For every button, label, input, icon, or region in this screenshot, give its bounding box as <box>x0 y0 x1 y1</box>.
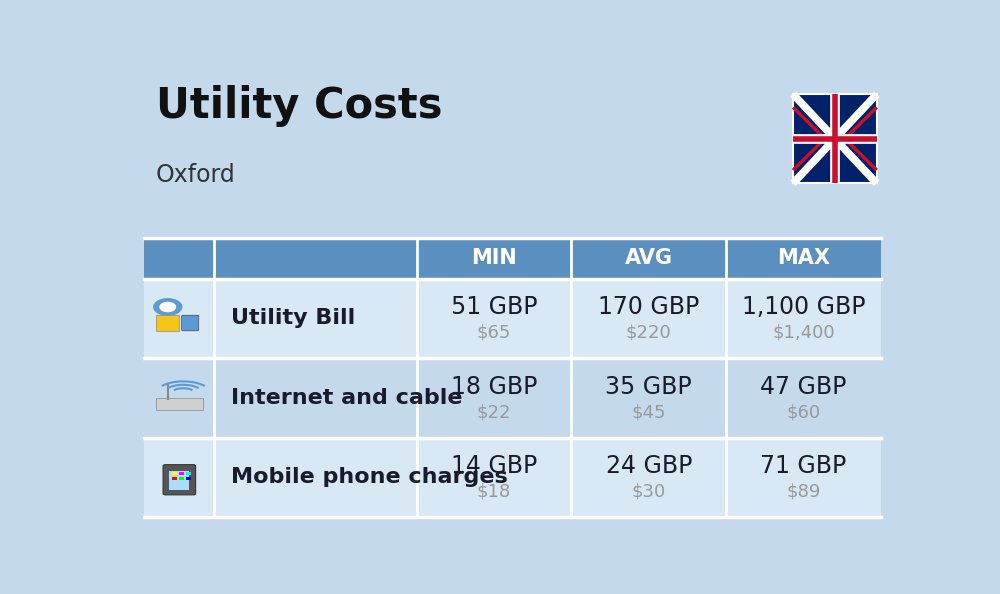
Text: 71 GBP: 71 GBP <box>760 454 846 478</box>
Text: 24 GBP: 24 GBP <box>606 454 692 478</box>
Bar <box>179 472 184 475</box>
FancyBboxPatch shape <box>182 315 199 331</box>
Text: $18: $18 <box>477 483 511 501</box>
Text: $30: $30 <box>632 483 666 501</box>
Bar <box>179 476 184 480</box>
Text: AVG: AVG <box>625 248 673 268</box>
Text: 14 GBP: 14 GBP <box>451 454 537 478</box>
Text: 18 GBP: 18 GBP <box>451 375 537 399</box>
Bar <box>172 472 177 475</box>
Circle shape <box>160 302 175 312</box>
Text: 35 GBP: 35 GBP <box>605 375 692 399</box>
Text: Internet and cable: Internet and cable <box>231 388 462 408</box>
Text: $22: $22 <box>477 403 511 421</box>
Text: MIN: MIN <box>471 248 517 268</box>
Circle shape <box>154 299 182 315</box>
FancyBboxPatch shape <box>793 94 877 184</box>
Text: Utility Bill: Utility Bill <box>231 308 355 328</box>
Text: $45: $45 <box>631 403 666 421</box>
FancyBboxPatch shape <box>144 279 881 358</box>
FancyBboxPatch shape <box>144 358 881 438</box>
Bar <box>186 476 191 480</box>
Text: Utility Costs: Utility Costs <box>156 85 442 127</box>
FancyBboxPatch shape <box>156 315 179 331</box>
Text: $1,400: $1,400 <box>772 324 835 342</box>
Bar <box>172 476 177 480</box>
Text: $60: $60 <box>786 403 820 421</box>
Text: $220: $220 <box>626 324 672 342</box>
Text: Oxford: Oxford <box>156 163 236 187</box>
Text: $65: $65 <box>477 324 511 342</box>
Text: 47 GBP: 47 GBP <box>760 375 847 399</box>
Text: Mobile phone charges: Mobile phone charges <box>231 467 507 488</box>
Bar <box>186 472 191 475</box>
FancyBboxPatch shape <box>144 238 881 279</box>
Text: 51 GBP: 51 GBP <box>451 295 537 320</box>
FancyBboxPatch shape <box>144 438 881 517</box>
Text: 1,100 GBP: 1,100 GBP <box>742 295 865 320</box>
Text: $89: $89 <box>786 483 821 501</box>
Text: MAX: MAX <box>777 248 830 268</box>
FancyBboxPatch shape <box>169 471 189 490</box>
FancyBboxPatch shape <box>163 465 196 495</box>
FancyBboxPatch shape <box>156 399 203 410</box>
Text: 170 GBP: 170 GBP <box>598 295 699 320</box>
